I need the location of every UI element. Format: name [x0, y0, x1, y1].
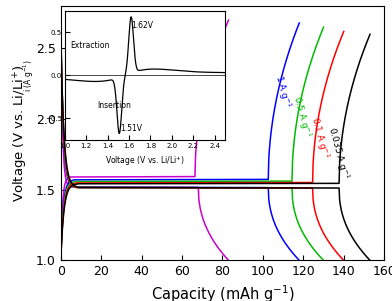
- Text: 1.51V: 1.51V: [120, 124, 142, 132]
- Text: 1.62V: 1.62V: [132, 21, 154, 30]
- Y-axis label: i (A g$^{-1}$): i (A g$^{-1}$): [21, 59, 36, 92]
- X-axis label: Voltage (V vs. Li/Li$^{+}$): Voltage (V vs. Li/Li$^{+}$): [105, 154, 185, 168]
- Text: 0.035 A g$^{-1}$: 0.035 A g$^{-1}$: [323, 125, 352, 181]
- Text: 1 A g$^{-1}$: 1 A g$^{-1}$: [271, 73, 294, 110]
- Text: Extraction: Extraction: [70, 41, 109, 50]
- Y-axis label: Voltage (V vs. Li/Li$^{+}$): Voltage (V vs. Li/Li$^{+}$): [12, 64, 31, 202]
- Text: 0.5 A g$^{-1}$: 0.5 A g$^{-1}$: [289, 94, 314, 139]
- X-axis label: Capacity (mAh g$^{-1}$): Capacity (mAh g$^{-1}$): [151, 284, 294, 301]
- Text: Insertion: Insertion: [97, 101, 131, 110]
- Text: 3 A g$^{-1}$: 3 A g$^{-1}$: [182, 62, 205, 98]
- Text: 0.1 A g$^{-1}$: 0.1 A g$^{-1}$: [307, 115, 332, 160]
